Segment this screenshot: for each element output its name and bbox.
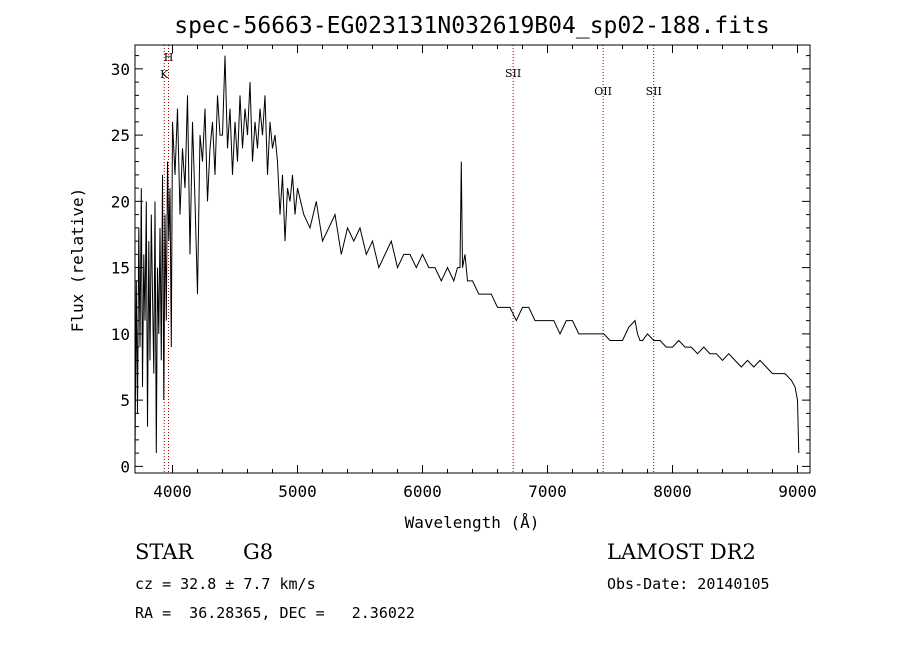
axis-ticks: 4000 5000 6000 7000 8000 9000 0 5 10 15 20 25 30 <box>111 45 817 501</box>
redshift-readout: cz = 32.8 ± 7.7 km/s <box>135 575 316 593</box>
coordinates: RA = 36.28365, DEC = 2.36022 <box>135 604 415 622</box>
x-tick-label: 4000 <box>153 482 192 501</box>
x-tick-label: 7000 <box>528 482 567 501</box>
y-tick-label: 25 <box>111 126 130 145</box>
y-tick-label: 0 <box>120 457 130 476</box>
x-axis-label: Wavelength (Å) <box>405 513 540 532</box>
spectral-line-label: H <box>164 51 174 64</box>
x-tick-label: 6000 <box>403 482 442 501</box>
x-tick-label: 8000 <box>653 482 692 501</box>
spectral-line-label: OII <box>594 85 612 98</box>
object-class: STAR <box>135 540 194 564</box>
x-tick-label: 9000 <box>778 482 817 501</box>
obs-date: Obs-Date: 20140105 <box>607 575 770 593</box>
spectral-line-markers: HK SII OII SII <box>160 45 662 473</box>
y-axis-label: Flux (relative) <box>68 188 87 333</box>
spectral-line-label: SII <box>646 85 662 98</box>
plot-frame <box>134 44 811 474</box>
survey-name: LAMOST DR2 <box>607 540 756 564</box>
chart-title: spec-56663-EG023131N032619B04_sp02-188.f… <box>174 13 769 39</box>
y-tick-label: 5 <box>120 391 130 410</box>
spectral-line-label: SII <box>505 67 521 80</box>
object-subclass: G8 <box>243 540 274 564</box>
y-tick-label: 15 <box>111 259 130 278</box>
y-tick-label: 30 <box>111 60 130 79</box>
y-tick-label: 20 <box>111 192 130 211</box>
y-tick-label: 10 <box>111 325 130 344</box>
spectrum-line <box>134 55 800 460</box>
spectral-line-label: K <box>160 68 169 81</box>
x-tick-label: 5000 <box>278 482 317 501</box>
